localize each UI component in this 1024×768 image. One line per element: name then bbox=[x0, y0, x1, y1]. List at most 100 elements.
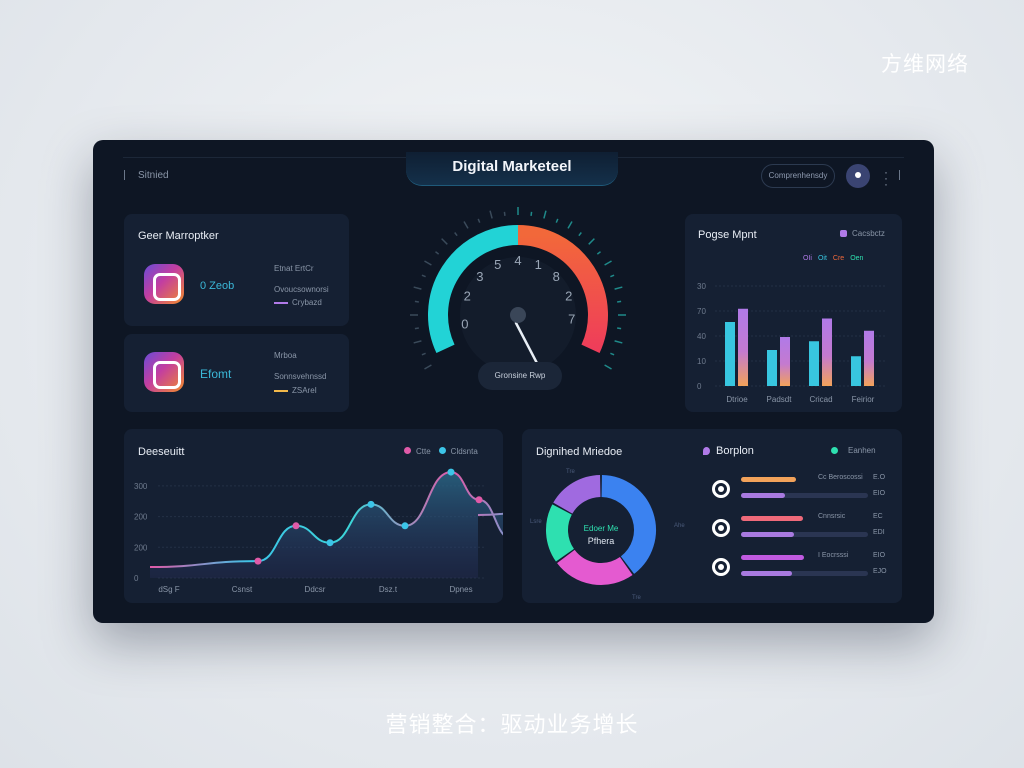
data-point bbox=[401, 522, 409, 530]
y-tick-label: 70 bbox=[697, 307, 706, 316]
divider bbox=[899, 170, 900, 180]
donut-segment bbox=[600, 475, 656, 574]
x-tick-label: Csnst bbox=[232, 585, 253, 594]
legend-swatch bbox=[703, 447, 710, 455]
gauge-button[interactable]: Gronsine Rwp bbox=[478, 362, 562, 390]
gauge-arc-low bbox=[428, 225, 519, 354]
bar bbox=[725, 322, 735, 386]
divider bbox=[124, 170, 125, 180]
gauge-tick bbox=[610, 352, 615, 356]
data-point bbox=[292, 522, 300, 530]
gauge-tick-label: 2 bbox=[565, 289, 572, 304]
gauge-tick bbox=[610, 274, 615, 278]
legend-label: Cacsbctz bbox=[852, 229, 885, 238]
header-left-label: Sitnied bbox=[138, 170, 169, 181]
y-tick-label: 200 bbox=[134, 513, 148, 522]
legend-item: Ctte bbox=[404, 447, 431, 456]
gauge-tick bbox=[477, 218, 481, 223]
y-tick-label: 0 bbox=[134, 574, 139, 583]
gauge-tick bbox=[413, 340, 422, 344]
target-icon bbox=[712, 480, 730, 498]
caption: 营销整合：驱动业务增长 bbox=[385, 712, 639, 737]
x-tick-label: dSg F bbox=[158, 585, 179, 594]
legend-item: Cldsnta bbox=[438, 447, 478, 456]
stat-label: Ovoucsownorsi bbox=[274, 285, 329, 294]
x-tick-label: Dtrioe bbox=[726, 395, 748, 404]
gauge-tick bbox=[414, 300, 419, 303]
x-tick-label: Cricad bbox=[809, 395, 832, 404]
y-tick-label: 0 bbox=[697, 382, 702, 391]
gauge-tick bbox=[588, 238, 595, 245]
donut-label: Tre bbox=[632, 595, 641, 601]
y-tick-label: 300 bbox=[134, 482, 148, 491]
gauge-needle bbox=[514, 321, 540, 367]
avatar[interactable] bbox=[846, 164, 870, 188]
card-title: Pogse Mpnt bbox=[698, 229, 757, 241]
line-chart: 0 200 200 300 dSg F Csnst Ddcsr Dsz.t Dpnes bbox=[134, 468, 503, 594]
gauge-tick bbox=[413, 286, 422, 290]
target-icon bbox=[712, 558, 730, 576]
account-name: Efomt bbox=[200, 367, 232, 381]
gauge-tick bbox=[421, 352, 426, 356]
card-title: Geer Marroptker bbox=[138, 230, 219, 242]
kebab-menu-icon[interactable]: · · · bbox=[884, 165, 888, 191]
legend-label: Ctte bbox=[416, 447, 431, 456]
progress-track bbox=[741, 532, 868, 537]
gauge-tick bbox=[421, 274, 426, 278]
legend-swatch bbox=[840, 230, 847, 237]
progress-value: EIO bbox=[873, 552, 886, 559]
gauge-tick bbox=[424, 364, 432, 370]
y-tick-label: 10 bbox=[697, 357, 706, 366]
gauge-tick bbox=[463, 221, 469, 229]
gauge-tick bbox=[555, 218, 559, 223]
legend: OIi Oit Cre Oen bbox=[803, 255, 863, 262]
gauge-tick-label: 7 bbox=[568, 312, 575, 327]
social-card: Efomt Mrboa Sonnsvehnssd ZSAreI bbox=[124, 334, 349, 412]
bar bbox=[809, 341, 819, 386]
bar-chart-card: Pogse Mpnt Cacsbctz OIi Oit Cre Oen 0 10 40 70… bbox=[685, 214, 902, 412]
gauge-tick-label: 8 bbox=[553, 269, 560, 284]
line-area bbox=[150, 472, 503, 578]
header-button[interactable]: Comprenhensdy bbox=[761, 164, 835, 188]
y-tick-label: 200 bbox=[134, 543, 148, 552]
y-tick-label: 30 bbox=[697, 282, 706, 291]
watermark: 方维网络 bbox=[881, 53, 969, 76]
legend-label: Eanhen bbox=[848, 446, 876, 455]
donut-card: Dignihed Mriedoe Tre Lsre Ahe Tre Edoer Me … bbox=[522, 429, 902, 603]
data-point bbox=[326, 539, 334, 547]
legend-item: Cre bbox=[832, 255, 845, 262]
progress-label: Cc Beroscossi bbox=[818, 474, 863, 481]
gauge-tick bbox=[414, 327, 419, 330]
account-name: 0 Zeob bbox=[200, 280, 235, 292]
page-title: Digital Marketeel bbox=[406, 152, 618, 186]
donut-label: Ahe bbox=[674, 523, 685, 529]
progress-label: Cnnsrsic bbox=[818, 513, 846, 520]
card-title: Deeseuitt bbox=[138, 446, 185, 458]
gauge-arc-high bbox=[517, 225, 608, 354]
gauge-tick-label: 1 bbox=[535, 257, 542, 272]
legend-item: Oit bbox=[817, 255, 827, 262]
progress-bar bbox=[741, 516, 803, 521]
stat-value: ZSAreI bbox=[292, 386, 317, 395]
donut-center-label: Edoer Me bbox=[583, 524, 619, 533]
data-point bbox=[254, 557, 262, 565]
gauge-tick bbox=[530, 211, 533, 216]
gauge-tick bbox=[567, 221, 573, 229]
gauge-tick bbox=[604, 260, 612, 266]
data-point bbox=[367, 500, 375, 508]
gauge-tick bbox=[543, 210, 547, 219]
progress-bar bbox=[741, 555, 804, 560]
legend-label: Borplon bbox=[716, 445, 754, 457]
bar bbox=[822, 318, 832, 386]
stat-label: Sonnsvehnssd bbox=[274, 372, 327, 381]
gauge-tick bbox=[424, 260, 432, 266]
gauge-tick bbox=[614, 340, 623, 344]
gauge-tick bbox=[604, 364, 612, 370]
progress-value: EC bbox=[873, 513, 883, 520]
legend-item: Oen bbox=[850, 255, 864, 262]
x-tick-label: Feirior bbox=[852, 395, 875, 404]
donut-center-value: Pfhera bbox=[587, 536, 615, 546]
instagram-icon bbox=[144, 352, 184, 392]
progress-value: EDI bbox=[873, 529, 885, 536]
